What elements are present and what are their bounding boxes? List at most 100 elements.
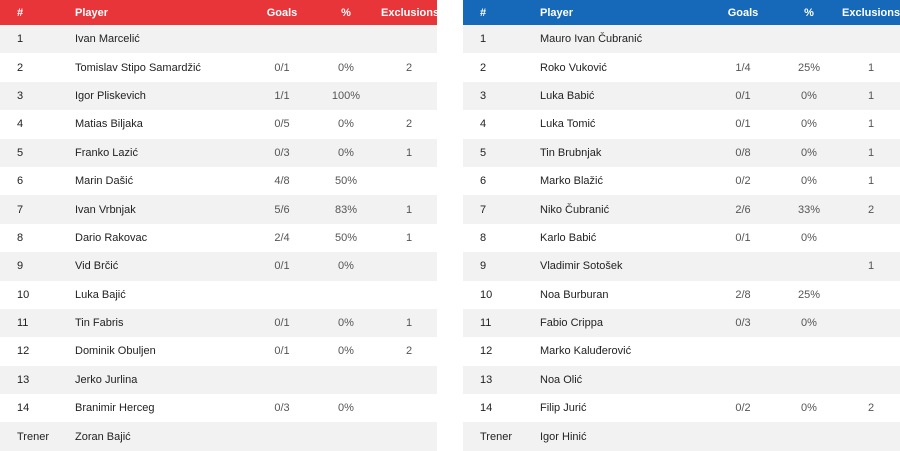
player-percent: 0% <box>801 146 817 159</box>
player-goals: 0/1 <box>274 345 290 358</box>
player-name: Marko Blažić <box>540 175 603 188</box>
player-goals: 0/3 <box>735 317 751 330</box>
player-name: Mauro Ivan Čubranić <box>540 33 643 46</box>
player-name: Dominik Obuljen <box>75 345 156 358</box>
player-percent: 50% <box>334 231 358 244</box>
table-row: 14 Branimir Herceg 0/3 0% <box>0 394 437 423</box>
table-row: Trener Igor Hinić <box>463 422 900 451</box>
player-exclusions: 1 <box>867 146 875 159</box>
table-row: 3 Igor Pliskevich 1/1 100% <box>0 81 437 111</box>
player-number: Trener <box>17 430 49 443</box>
player-goals: 2/8 <box>735 288 751 301</box>
player-exclusions: 1 <box>867 118 875 131</box>
player-goals: 0/1 <box>274 260 290 273</box>
table-row: 9 Vid Brčić 0/1 0% <box>0 252 437 281</box>
player-number: 13 <box>17 373 30 386</box>
player-name: Tomislav Stipo Samardžić <box>75 61 201 74</box>
player-name: Luka Bajić <box>75 288 126 301</box>
player-percent: 25% <box>797 61 821 74</box>
player-name: Niko Čubranić <box>540 203 610 216</box>
player-name: Luka Tomić <box>540 118 596 131</box>
player-goals: 0/8 <box>735 146 751 159</box>
table-row: 11 Fabio Crippa 0/3 0% <box>463 308 900 338</box>
player-name: Ivan Vrbnjak <box>75 203 136 216</box>
header-exclusions: Exclusions <box>381 6 440 19</box>
player-number: 1 <box>17 33 24 46</box>
player-percent: 25% <box>797 288 821 301</box>
player-number: 3 <box>17 89 24 102</box>
player-goals: 0/1 <box>735 89 751 102</box>
player-percent: 0% <box>801 89 817 102</box>
player-name: Zoran Bajić <box>75 430 131 443</box>
player-name: Karlo Babić <box>540 231 597 244</box>
player-goals: 1/4 <box>735 61 751 74</box>
player-exclusions: 2 <box>405 345 413 358</box>
player-goals: 0/3 <box>274 402 290 415</box>
player-number: 10 <box>480 288 493 301</box>
player-percent: 0% <box>338 345 354 358</box>
player-number: 2 <box>17 61 24 74</box>
player-percent: 50% <box>334 175 358 188</box>
player-name: Roko Vuković <box>540 61 607 74</box>
player-goals: 2/4 <box>274 231 290 244</box>
table-row: 13 Noa Olić <box>463 365 900 395</box>
player-goals: 2/6 <box>735 203 751 216</box>
table-row: 2 Tomislav Stipo Samardžić 0/1 0% 2 <box>0 53 437 82</box>
table-row: 4 Luka Tomić 0/1 0% 1 <box>463 110 900 139</box>
player-name: Vladimir Sotošek <box>540 260 623 273</box>
player-number: Trener <box>480 430 512 443</box>
header-goals: Goals <box>266 6 298 19</box>
player-goals: 0/1 <box>735 118 751 131</box>
player-number: 3 <box>480 89 487 102</box>
left-team-rows: 1 Ivan Marcelić 2 Tomislav Stipo Samardžić 0… <box>0 25 437 451</box>
player-percent: 0% <box>801 231 817 244</box>
player-name: Dario Rakovac <box>75 231 148 244</box>
right-team-table: # Player Goals % Exclusions 1 Mauro Ivan … <box>463 0 900 451</box>
player-number: 14 <box>17 402 30 415</box>
player-number: 5 <box>480 146 487 159</box>
player-percent: 0% <box>801 175 817 188</box>
player-percent: 0% <box>338 61 354 74</box>
player-number: 7 <box>480 203 487 216</box>
header-player: Player <box>75 6 109 19</box>
table-row: 4 Matias Biljaka 0/5 0% 2 <box>0 110 437 139</box>
player-number: 9 <box>480 260 487 273</box>
player-exclusions: 1 <box>867 260 875 273</box>
player-name: Branimir Herceg <box>75 402 155 415</box>
player-goals: 0/3 <box>274 146 290 159</box>
player-number: 14 <box>480 402 493 415</box>
player-percent: 0% <box>801 402 817 415</box>
table-row: 13 Jerko Jurlina <box>0 365 437 395</box>
player-number: 8 <box>480 231 487 244</box>
player-exclusions: 2 <box>405 118 413 131</box>
player-goals: 0/2 <box>735 402 751 415</box>
player-name: Luka Babić <box>540 89 595 102</box>
player-number: 4 <box>17 118 24 131</box>
right-team-rows: 1 Mauro Ivan Čubranić 2 Roko Vuković 1/4 25% 1… <box>463 25 900 451</box>
table-row: 6 Marko Blažić 0/2 0% 1 <box>463 166 900 196</box>
player-number: 4 <box>480 118 487 131</box>
left-team-header: # Player Goals % Exclusions <box>0 0 440 25</box>
player-number: 10 <box>17 288 30 301</box>
player-number: 11 <box>17 317 29 330</box>
player-number: 12 <box>480 345 493 358</box>
player-exclusions: 2 <box>867 203 875 216</box>
player-percent: 0% <box>338 260 354 273</box>
table-row: 9 Vladimir Sotošek 1 <box>463 252 900 281</box>
player-exclusions: 1 <box>405 317 413 330</box>
player-exclusions: 2 <box>405 61 413 74</box>
table-row: 5 Tin Brubnjak 0/8 0% 1 <box>463 138 900 167</box>
player-name: Jerko Jurlina <box>75 373 138 386</box>
player-exclusions: 1 <box>867 89 875 102</box>
player-goals: 0/1 <box>735 231 751 244</box>
player-name: Fabio Crippa <box>540 317 603 330</box>
table-row: 12 Marko Kaluđerović <box>463 337 900 366</box>
player-name: Filip Jurić <box>540 402 587 415</box>
table-row: 11 Tin Fabris 0/1 0% 1 <box>0 308 437 338</box>
player-name: Tin Fabris <box>75 317 124 330</box>
right-team-header: # Player Goals % Exclusions <box>463 0 900 25</box>
header-exclusions: Exclusions <box>842 6 900 19</box>
player-name: Noa Olić <box>540 373 583 386</box>
player-number: 5 <box>17 146 24 159</box>
